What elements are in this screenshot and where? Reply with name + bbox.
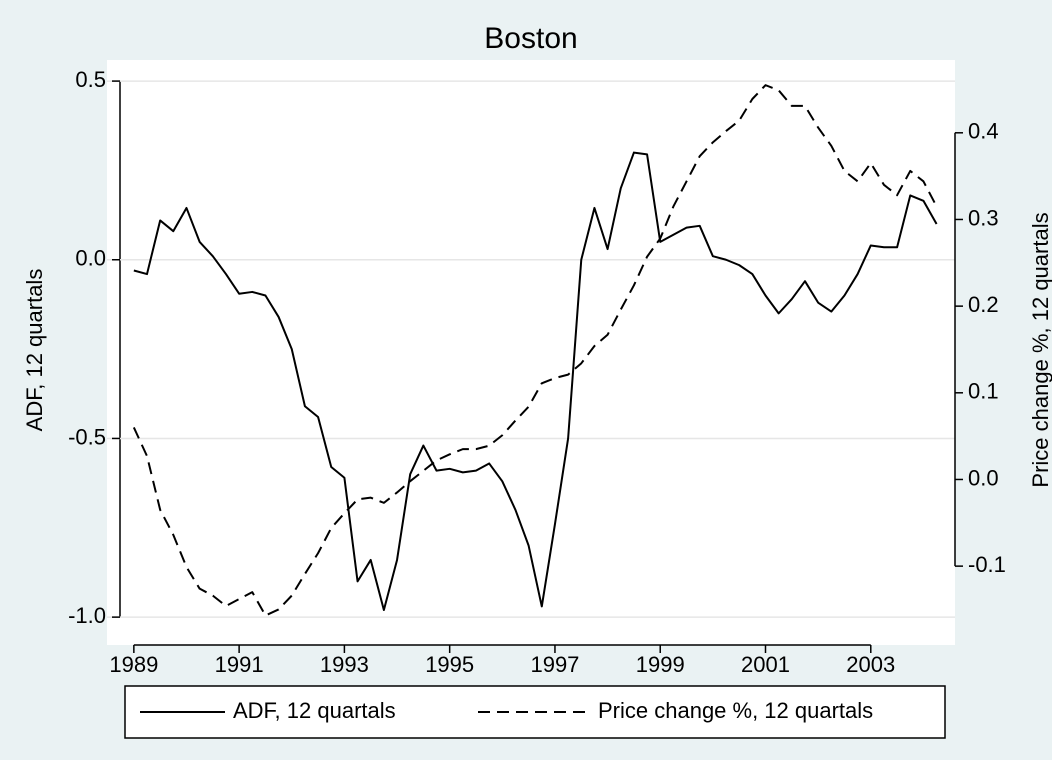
y2-tick-label: 0.3 [968,205,999,230]
y-tick-label: -1.0 [68,603,106,628]
x-tick-label: 1999 [636,652,685,677]
y-tick-label: 0.5 [75,67,106,92]
chart-title: Boston [484,22,577,55]
y-tick-label: 0.0 [75,246,106,271]
y2-tick-label: 0.1 [968,379,999,404]
x-tick-label: 1997 [530,652,579,677]
y2-tick-label: 0.4 [968,119,999,144]
legend-label: ADF, 12 quartals [233,698,396,723]
x-tick-label: 2001 [741,652,790,677]
y2-tick-label: -0.1 [968,552,1006,577]
y2-axis-title: Price change %, 12 quartals [1028,212,1052,487]
x-tick-label: 1989 [109,652,158,677]
data-line [133,151,938,611]
y2-tick-label: 0.2 [968,292,999,317]
y-axis-title: ADF, 12 quartals [22,269,47,432]
x-tick-label: 2003 [846,652,895,677]
plot-area [107,60,955,645]
legend-label: Price change %, 12 quartals [598,698,873,723]
x-tick-label: 1995 [425,652,474,677]
x-tick-label: 1993 [320,652,369,677]
y2-tick-label: 0.0 [968,465,999,490]
y-tick-label: -0.5 [68,424,106,449]
data-line [132,84,938,617]
x-tick-label: 1991 [215,652,264,677]
